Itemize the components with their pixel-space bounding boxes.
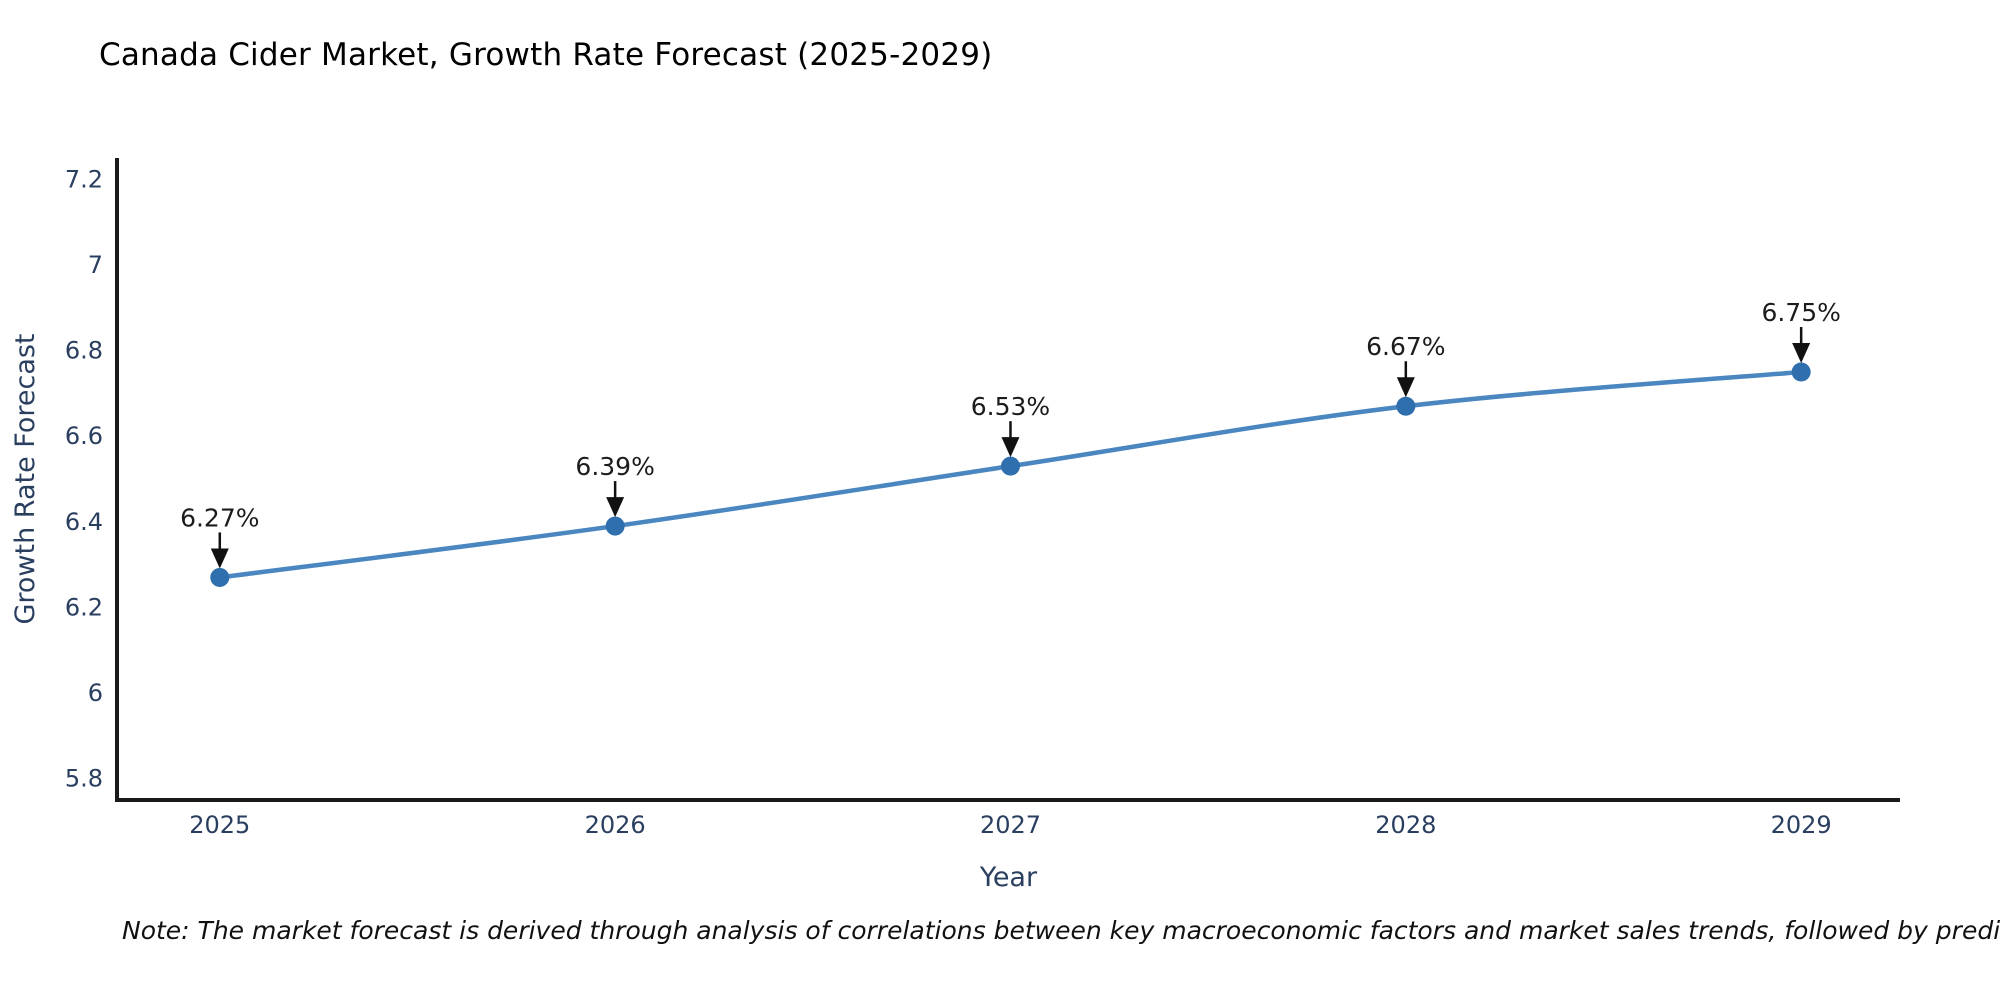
annotation-arrowhead	[1396, 377, 1415, 398]
data-point-marker	[1396, 396, 1416, 416]
x-tick-label: 2028	[1375, 811, 1436, 839]
x-tick-label: 2027	[980, 811, 1041, 839]
annotation-arrowhead	[606, 497, 625, 518]
y-tick-label: 6.4	[65, 508, 103, 536]
x-tick-label: 2025	[189, 811, 250, 839]
y-tick-label: 6.8	[65, 337, 103, 365]
x-axis-title: Year	[979, 862, 1038, 893]
data-point-marker	[1000, 456, 1020, 476]
x-tick-label: 2026	[585, 811, 646, 839]
annotation-arrowhead	[210, 548, 229, 569]
y-tick-label: 6.6	[65, 422, 103, 450]
annotation-arrowhead	[1001, 437, 1020, 458]
chart-title: Canada Cider Market, Growth Rate Forecas…	[99, 37, 993, 73]
y-tick-label: 7.2	[65, 165, 103, 193]
data-point-label: 6.53%	[971, 392, 1050, 421]
data-point-label: 6.27%	[180, 503, 259, 532]
y-tick-label: 6.2	[65, 593, 103, 621]
y-axis-title: Growth Rate Forecast	[10, 333, 41, 624]
annotation-arrowhead	[1792, 343, 1811, 363]
data-point-marker	[210, 567, 230, 587]
x-tick-label: 2029	[1771, 811, 1832, 839]
data-point-marker	[1791, 362, 1811, 382]
footnote: Note: The market forecast is derived thr…	[122, 916, 2000, 945]
data-point-label: 6.75%	[1761, 298, 1840, 327]
y-tick-label: 5.8	[65, 765, 103, 793]
y-tick-label: 7	[88, 251, 103, 279]
data-point-label: 6.39%	[575, 452, 654, 481]
data-point-label: 6.67%	[1366, 332, 1445, 361]
y-tick-label: 6	[88, 679, 103, 707]
data-point-marker	[605, 516, 625, 536]
